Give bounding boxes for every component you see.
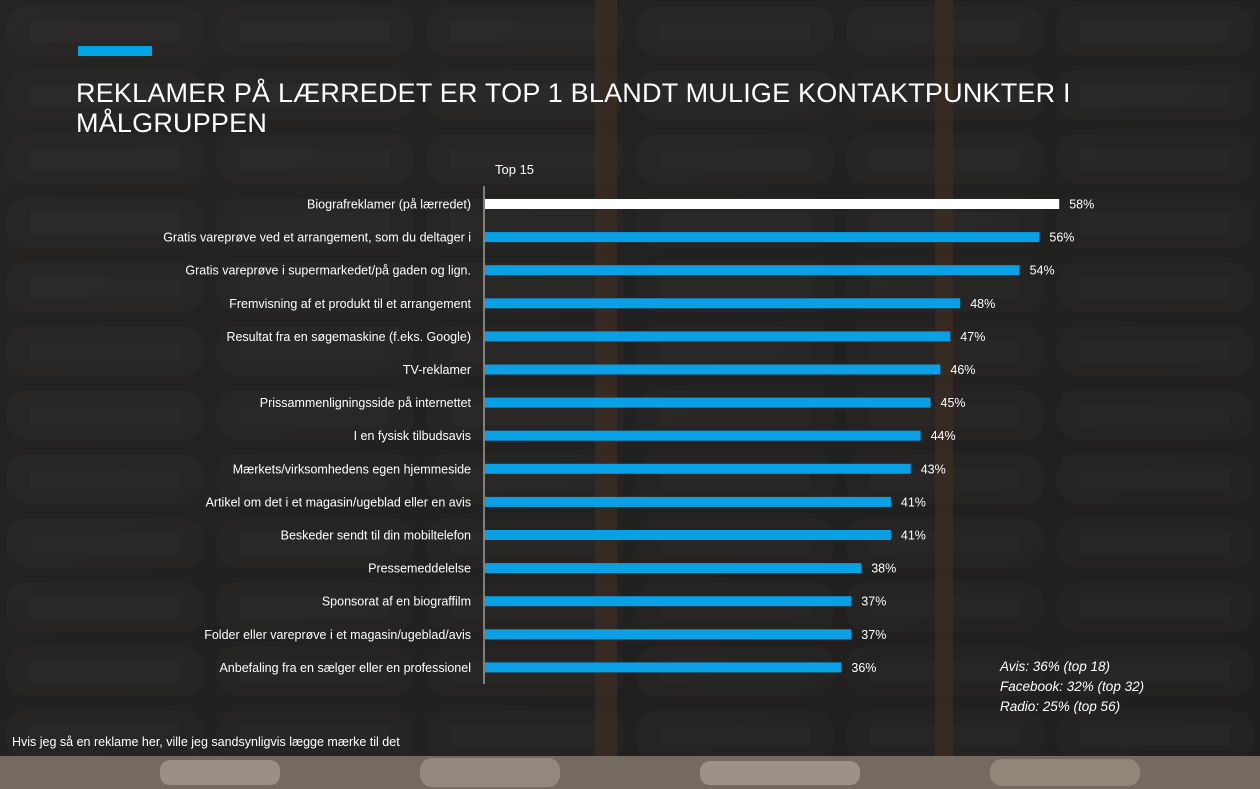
side-note: Facebook: 32% (top 32) [1000, 679, 1145, 694]
value-label: 46% [950, 363, 975, 377]
value-label: 45% [941, 396, 966, 410]
side-note: Avis: 36% (top 18) [1000, 659, 1111, 674]
footnote: Hvis jeg så en reklame her, ville jeg sa… [12, 735, 400, 749]
category-label: Pressemeddelelse [368, 562, 471, 576]
value-label: 37% [861, 595, 886, 609]
value-label: 48% [970, 297, 995, 311]
bar [485, 662, 842, 673]
category-label: Artikel om det i et magasin/ugeblad elle… [206, 495, 471, 509]
value-label: 38% [871, 562, 896, 576]
side-notes: Avis: 36% (top 18) Facebook: 32% (top 32… [1000, 657, 1250, 717]
category-label: TV-reklamer [403, 363, 471, 377]
bar [485, 364, 941, 375]
bar [485, 331, 951, 342]
highlight-bar [485, 199, 1060, 209]
value-label: 47% [960, 330, 985, 344]
bar [485, 397, 931, 408]
bar [485, 265, 1020, 276]
value-label: 54% [1030, 264, 1055, 278]
category-label: I en fysisk tilbudsavis [354, 429, 471, 443]
page-title: REKLAMER PÅ LÆRREDET ER TOP 1 BLANDT MUL… [76, 78, 1071, 138]
bar [485, 563, 862, 574]
bar [485, 232, 1040, 243]
bar-chart: Biografreklamer (på lærredet) 58% Gratis v… [163, 186, 1094, 684]
value-label: 58% [1069, 198, 1094, 212]
category-label: Gratis vareprøve i supermarkedet/på gade… [185, 264, 471, 278]
category-label: Folder eller vareprøve i et magasin/ugeb… [204, 628, 471, 642]
category-label: Prissammenligningsside på internettet [260, 396, 472, 410]
category-label: Mærkets/virksomhedens egen hjemmeside [233, 462, 471, 476]
bar [485, 298, 961, 309]
value-label: 37% [861, 628, 886, 642]
bar [485, 596, 852, 607]
category-label: Biografreklamer (på lærredet) [307, 198, 471, 212]
bar [485, 463, 911, 474]
bar [485, 530, 891, 540]
category-label: Resultat fra en søgemaskine (f.eks. Goog… [226, 330, 471, 344]
bottom-photo-strip [0, 756, 1260, 789]
category-label: Beskeder sendt til din mobiltelefon [281, 529, 471, 543]
category-label: Gratis vareprøve ved et arrangement, som… [163, 231, 471, 245]
value-label: 41% [901, 495, 926, 509]
side-note: Radio: 25% (top 56) [1000, 699, 1121, 714]
category-label: Anbefaling fra en sælger eller en profes… [219, 661, 471, 675]
value-label: 41% [901, 529, 926, 543]
category-label: Fremvisning af et produkt til et arrange… [229, 297, 471, 311]
value-label: 44% [931, 429, 956, 443]
bar [485, 496, 891, 507]
bar [485, 629, 852, 640]
category-label: Sponsorat af en biograffilm [322, 595, 471, 609]
bar [485, 430, 921, 441]
title-accent-bar [78, 46, 152, 56]
value-label: 36% [851, 661, 876, 675]
value-label: 43% [921, 462, 946, 476]
value-label: 56% [1049, 231, 1074, 245]
chart-label: Top 15 [495, 162, 535, 177]
